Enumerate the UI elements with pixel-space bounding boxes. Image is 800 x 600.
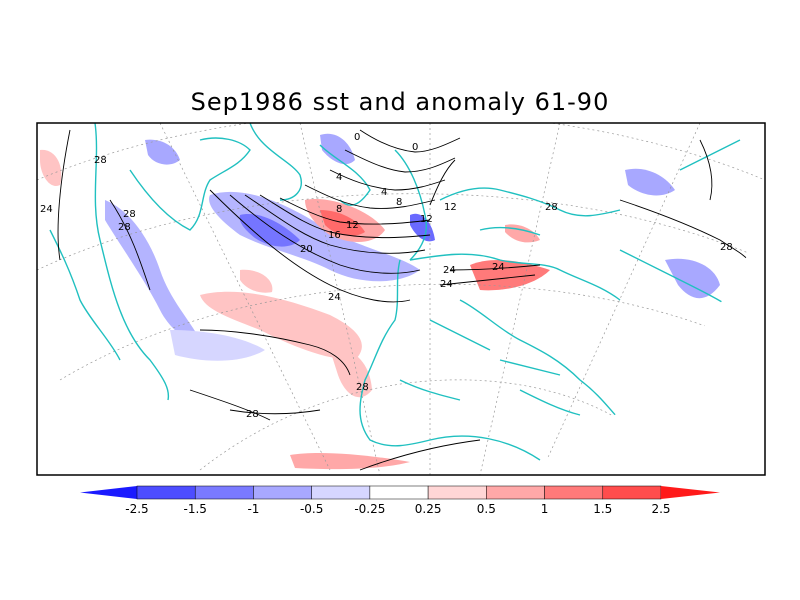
sst-contours (57, 129, 751, 471)
graticule (37, 123, 765, 475)
contour-label: 28 (94, 155, 107, 166)
colorbar-bin (311, 485, 371, 500)
neg-anomaly-tropics (170, 330, 265, 361)
contour-label: 24 (443, 265, 456, 276)
coastlines (49, 123, 741, 461)
pos-anomaly-west-africa (330, 349, 372, 398)
contour-label: 4 (336, 172, 342, 183)
pos-anomaly-core (320, 210, 365, 236)
contour-label: 24 (328, 292, 341, 303)
colorbar-bin (544, 485, 604, 500)
colorbar-bin (427, 485, 487, 500)
neg-anomaly-canada (145, 139, 180, 165)
colorbar-tick-label: -2.5 (125, 502, 148, 516)
colorbar-tick-label: -1.5 (184, 502, 207, 516)
neg-anomaly-core (239, 214, 300, 247)
colorbar-bin (136, 485, 196, 500)
colorbar-tick-label: 0.5 (477, 502, 496, 516)
colorbar-bin (486, 485, 545, 500)
contour-label: 4 (381, 187, 387, 198)
pos-anomaly-subtropics (200, 291, 362, 360)
pos-anomaly-gulf (240, 269, 273, 293)
contour-label: 28 (123, 209, 136, 220)
contour-label: 24 (440, 279, 453, 290)
contour-label: 8 (396, 197, 402, 208)
contour-label: 28 (545, 202, 558, 213)
colorbar-tick-label: 2.5 (651, 502, 670, 516)
colorbar-bin (194, 485, 254, 500)
colorbar-arrow-right (661, 486, 720, 499)
contour-label: 12 (420, 214, 433, 225)
colorbar-bin (253, 485, 312, 500)
colorbar-tick-label: 1 (541, 502, 549, 516)
neg-anomaly-east (665, 258, 720, 299)
neg-anomaly-siberia (625, 168, 675, 196)
colorbar-arrow-left (80, 486, 137, 499)
contour-label: 24 (492, 262, 505, 273)
contour-label: 28 (246, 409, 259, 420)
contour-label: 12 (346, 220, 359, 231)
contour-label: 28 (118, 222, 131, 233)
neg-anomaly-norway (410, 213, 435, 242)
contour-label: 0 (412, 142, 418, 153)
neg-anomaly-west-atlantic (209, 191, 420, 282)
plot-title: Sep1986 sst and anomaly 61-90 (190, 88, 610, 116)
contour-labels: 28 24 28 28 24 28 28 20 16 12 8 4 0 0 4 … (40, 132, 733, 420)
neg-anomaly-coast-us (105, 200, 200, 341)
contour-label: 12 (444, 202, 457, 213)
pos-anomaly-equator (290, 452, 410, 470)
colorbar-tick-label: 1.5 (593, 502, 612, 516)
pos-anomaly-west-edge (40, 149, 62, 186)
contour-label: 28 (720, 242, 733, 253)
colorbar-tick-label: -0.5 (300, 502, 323, 516)
contour-label: 28 (356, 382, 369, 393)
colorbar-bin (369, 485, 429, 500)
contour-label: 16 (328, 230, 341, 241)
neg-anomaly-nordic (320, 133, 355, 165)
contour-label: 20 (300, 244, 313, 255)
contour-label: 0 (354, 132, 360, 143)
anomaly-shading (40, 133, 720, 470)
contour-label: 24 (40, 204, 53, 215)
pos-anomaly-mediterranean (470, 260, 550, 291)
colorbar-tick-label: -0.25 (354, 502, 385, 516)
colorbar: -2.5 -1.5 -1 -0.5 -0.25 0.25 0.5 1 1.5 2.5 (80, 485, 720, 516)
colorbar-tick-label: -1 (247, 502, 259, 516)
colorbar-bin (602, 485, 662, 500)
colorbar-tick-label: 0.25 (415, 502, 442, 516)
contour-label: 8 (336, 204, 342, 215)
map-frame (36, 122, 766, 476)
